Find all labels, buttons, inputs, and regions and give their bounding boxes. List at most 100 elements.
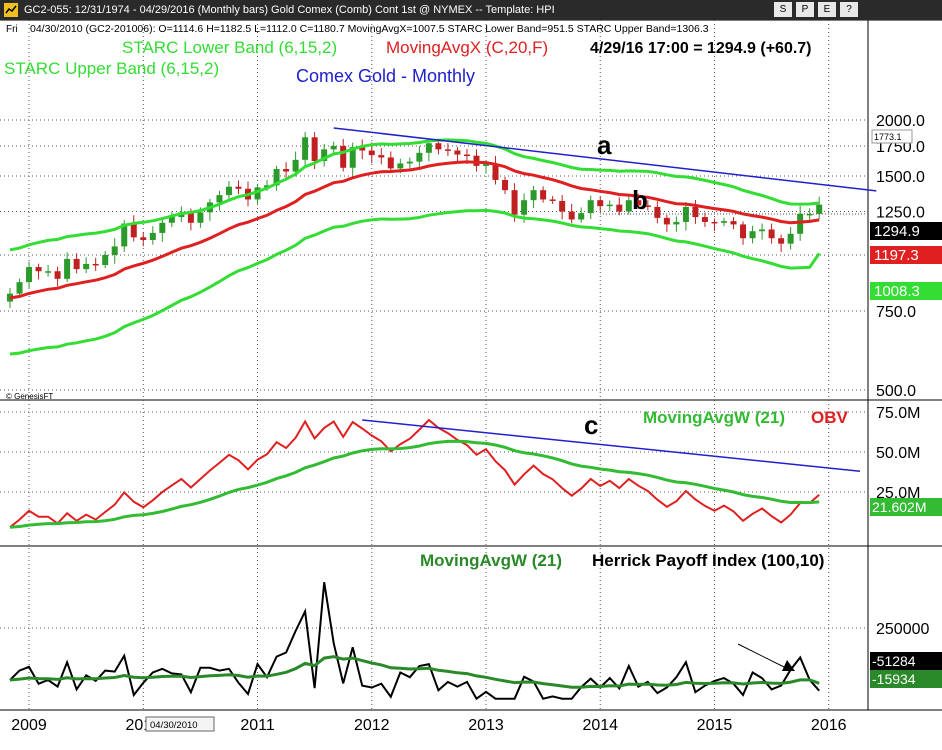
year-tick-label: 2013: [468, 717, 504, 734]
obv-trendline: [362, 419, 861, 472]
candle-body: [701, 217, 708, 222]
candle-body: [140, 237, 147, 241]
candle-body: [340, 146, 347, 168]
year-tick-label: 2014: [582, 717, 618, 734]
candle-body: [225, 186, 232, 196]
candle-body: [521, 200, 528, 215]
price-tick-label: 1500.0: [876, 169, 925, 186]
candle-body: [492, 164, 499, 180]
price-tick-label: 500.0: [876, 383, 916, 400]
candle-body: [759, 229, 766, 232]
svg-text:1773.1: 1773.1: [874, 132, 902, 142]
candle-body: [321, 149, 328, 162]
candle-body: [787, 233, 794, 244]
candle-body: [235, 186, 242, 189]
obv-tick-label: 75.0M: [876, 405, 920, 422]
candle-body: [682, 206, 689, 222]
lower-band-value-box: 1008.3: [870, 282, 942, 300]
hpi-avg-legend: MovingAvgW (21): [420, 551, 562, 570]
last-price-box: 1294.9: [870, 222, 942, 240]
year-tick-label: 2009: [11, 717, 47, 734]
indicator-lines: [9, 127, 877, 701]
candle-body: [606, 204, 613, 207]
obv-legend: OBV: [811, 408, 849, 427]
candle-body: [35, 267, 42, 272]
candle-body: [349, 147, 356, 168]
candle-body: [359, 147, 366, 151]
x-tick-labels: 2009 2010 2011 2012 2013 2014 2015 2016: [11, 717, 846, 734]
candle-body: [273, 169, 280, 186]
candle-body: [149, 232, 156, 241]
hpi-value-box: -51284: [870, 652, 942, 670]
candle-body: [616, 204, 623, 212]
candle-body: [397, 163, 404, 169]
candle-body: [187, 212, 194, 223]
watermark: © GenesisFT: [6, 392, 53, 401]
candle-body: [483, 164, 489, 166]
help-button[interactable]: ?: [840, 2, 858, 17]
svg-text:-51284: -51284: [872, 653, 916, 669]
candle-body: [102, 255, 109, 265]
candle-body: [264, 185, 271, 188]
candle-body: [559, 200, 566, 212]
candle-body: [406, 161, 413, 164]
candle-body: [302, 137, 309, 160]
obv-avg-legend: MovingAvgW (21): [643, 408, 785, 427]
svg-text:1008.3: 1008.3: [874, 283, 920, 300]
obv-line: [9, 418, 820, 528]
candle-body: [111, 246, 118, 255]
p-button[interactable]: P: [796, 2, 814, 17]
obv-avg-line: [9, 439, 820, 529]
obv-tick-label: 25.0M: [876, 485, 920, 502]
candle-body: [663, 217, 670, 225]
bar-info: 04/30/2010 (GC2-201006): O=1114.6 H=1182…: [30, 23, 709, 35]
arrow-icon: [782, 660, 795, 671]
candle-body: [587, 200, 594, 214]
candle-body: [444, 149, 451, 151]
candle-body: [378, 155, 385, 158]
title-bar: GC2-055: 12/31/1974 - 04/29/2016 (Monthl…: [0, 0, 942, 20]
candle-body: [387, 157, 394, 169]
s-button[interactable]: S: [774, 2, 792, 17]
candle-body: [711, 221, 718, 224]
candle-body: [92, 263, 99, 266]
e-button[interactable]: E: [818, 2, 836, 17]
candle-body: [368, 150, 375, 156]
mavx-line: [9, 160, 820, 300]
candle-body: [816, 204, 823, 214]
candle-body: [654, 206, 661, 218]
candle-body: [644, 205, 651, 207]
price-tick-label: 2000.0: [876, 113, 925, 130]
candle-body: [806, 213, 813, 216]
candle-body: [283, 169, 290, 172]
candle-body: [121, 223, 128, 247]
candles: [7, 131, 823, 308]
candle-body: [768, 229, 775, 239]
candle-body: [425, 143, 432, 153]
obv-tick-label: 50.0M: [876, 445, 920, 462]
svg-text:04/30/2010: 04/30/2010: [150, 720, 198, 731]
candle-body: [26, 267, 33, 283]
candle-body: [416, 152, 423, 162]
hpi-legend: Herrick Payoff Index (100,10): [592, 551, 824, 570]
year-tick-label: 2016: [811, 717, 847, 734]
candle-body: [540, 190, 547, 200]
upper-band-line: [9, 138, 820, 252]
grid: [0, 20, 868, 710]
candle-body: [568, 211, 575, 220]
svg-text:1197.3: 1197.3: [874, 247, 919, 264]
year-tick-label: 2015: [697, 717, 733, 734]
hpi-line: [9, 582, 820, 701]
mavx-legend: MovingAvgX (C,20,F): [386, 38, 548, 57]
chart-canvas: 500.0750.01000.01250.01500.01750.02000.0…: [0, 20, 942, 734]
annotation-b: b: [632, 185, 648, 215]
candle-body: [749, 231, 756, 239]
candle-body: [530, 190, 537, 201]
year-tick-label: 2011: [240, 717, 275, 734]
obv-value-box: 21.602M: [870, 498, 942, 516]
candle-body: [216, 195, 223, 203]
upper-band-legend: STARC Upper Band (6,15,2): [4, 59, 219, 78]
price-trendline: [333, 127, 877, 192]
svg-text:1294.9: 1294.9: [874, 223, 920, 240]
annotation-a: a: [597, 130, 612, 160]
